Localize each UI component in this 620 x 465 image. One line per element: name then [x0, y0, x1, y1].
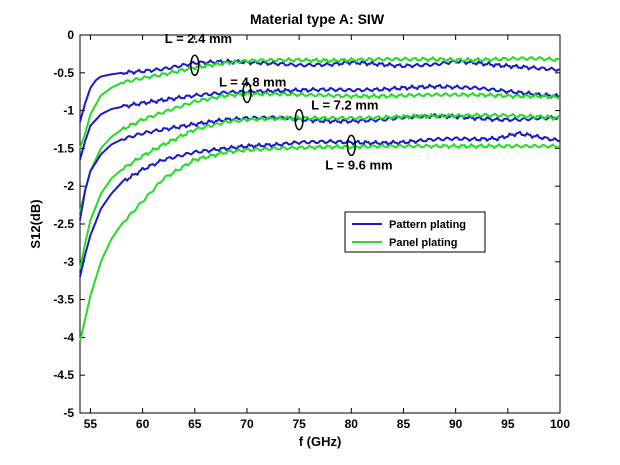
series-line [79, 143, 561, 342]
x-tick-label: 80 [345, 417, 359, 431]
plot-area [79, 34, 561, 414]
annotation-label: L = 9.6 mm [325, 157, 392, 172]
annotation-layer: L = 2.4 mm L = 4.8 mm L = 7.2 mm L = 9.6 mm [165, 31, 393, 172]
x-tick-label: 100 [550, 417, 570, 431]
y-tick-label: -0.5 [53, 66, 74, 80]
y-axis-label: S12(dB) [28, 199, 43, 248]
x-tick-label: 95 [501, 417, 515, 431]
legend-label: Panel plating [389, 237, 457, 249]
series-line [79, 83, 561, 160]
annotation-ellipse [346, 134, 357, 157]
annotation-ellipse [190, 54, 200, 76]
x-tick-label: 85 [397, 417, 411, 431]
x-tick-label: 55 [84, 417, 98, 431]
x-tick-label: 90 [449, 417, 463, 431]
y-tick-label: -1 [63, 104, 74, 118]
series-layer [79, 56, 561, 342]
y-tick-label: -1.5 [53, 141, 74, 155]
y-tick-label: -4.5 [53, 368, 74, 382]
y-tick-label: 0 [67, 28, 74, 42]
y-tick-label: -5 [63, 406, 74, 420]
y-tick-label: -4 [63, 330, 74, 344]
annotation-label: L = 2.4 mm [165, 31, 232, 46]
series-line [79, 130, 561, 278]
y-tick-label: -2 [63, 179, 74, 193]
chart-title: Material type A: SIW [250, 11, 385, 27]
y-tick-label: -3 [63, 255, 74, 269]
y-axis: 0 -0.5 -1 -1.5 -2 -2.5 -3 -3.5 -4 -4.5 -5 [53, 28, 560, 420]
x-tick-label: 75 [292, 417, 306, 431]
series-line [79, 58, 561, 123]
x-axis-label: f (GHz) [299, 434, 342, 449]
annotation-label: L = 4.8 mm [219, 74, 286, 89]
legend-label: Pattern plating [389, 219, 466, 231]
x-tick-label: 60 [136, 417, 150, 431]
x-axis: 55 60 65 70 75 80 85 90 95 100 [84, 35, 570, 431]
series-line [79, 112, 561, 270]
x-tick-label: 70 [240, 417, 254, 431]
x-tick-label: 65 [188, 417, 202, 431]
annotation-ellipse [242, 81, 252, 104]
series-line [79, 56, 561, 149]
legend-box [344, 211, 486, 253]
series-line [79, 91, 561, 213]
y-tick-label: -2.5 [53, 217, 74, 231]
y-tick-label: -3.5 [53, 293, 74, 307]
annotation-ellipse [294, 108, 304, 131]
legend: Pattern plating Panel plating [344, 211, 486, 253]
annotation-label: L = 7.2 mm [311, 98, 378, 113]
